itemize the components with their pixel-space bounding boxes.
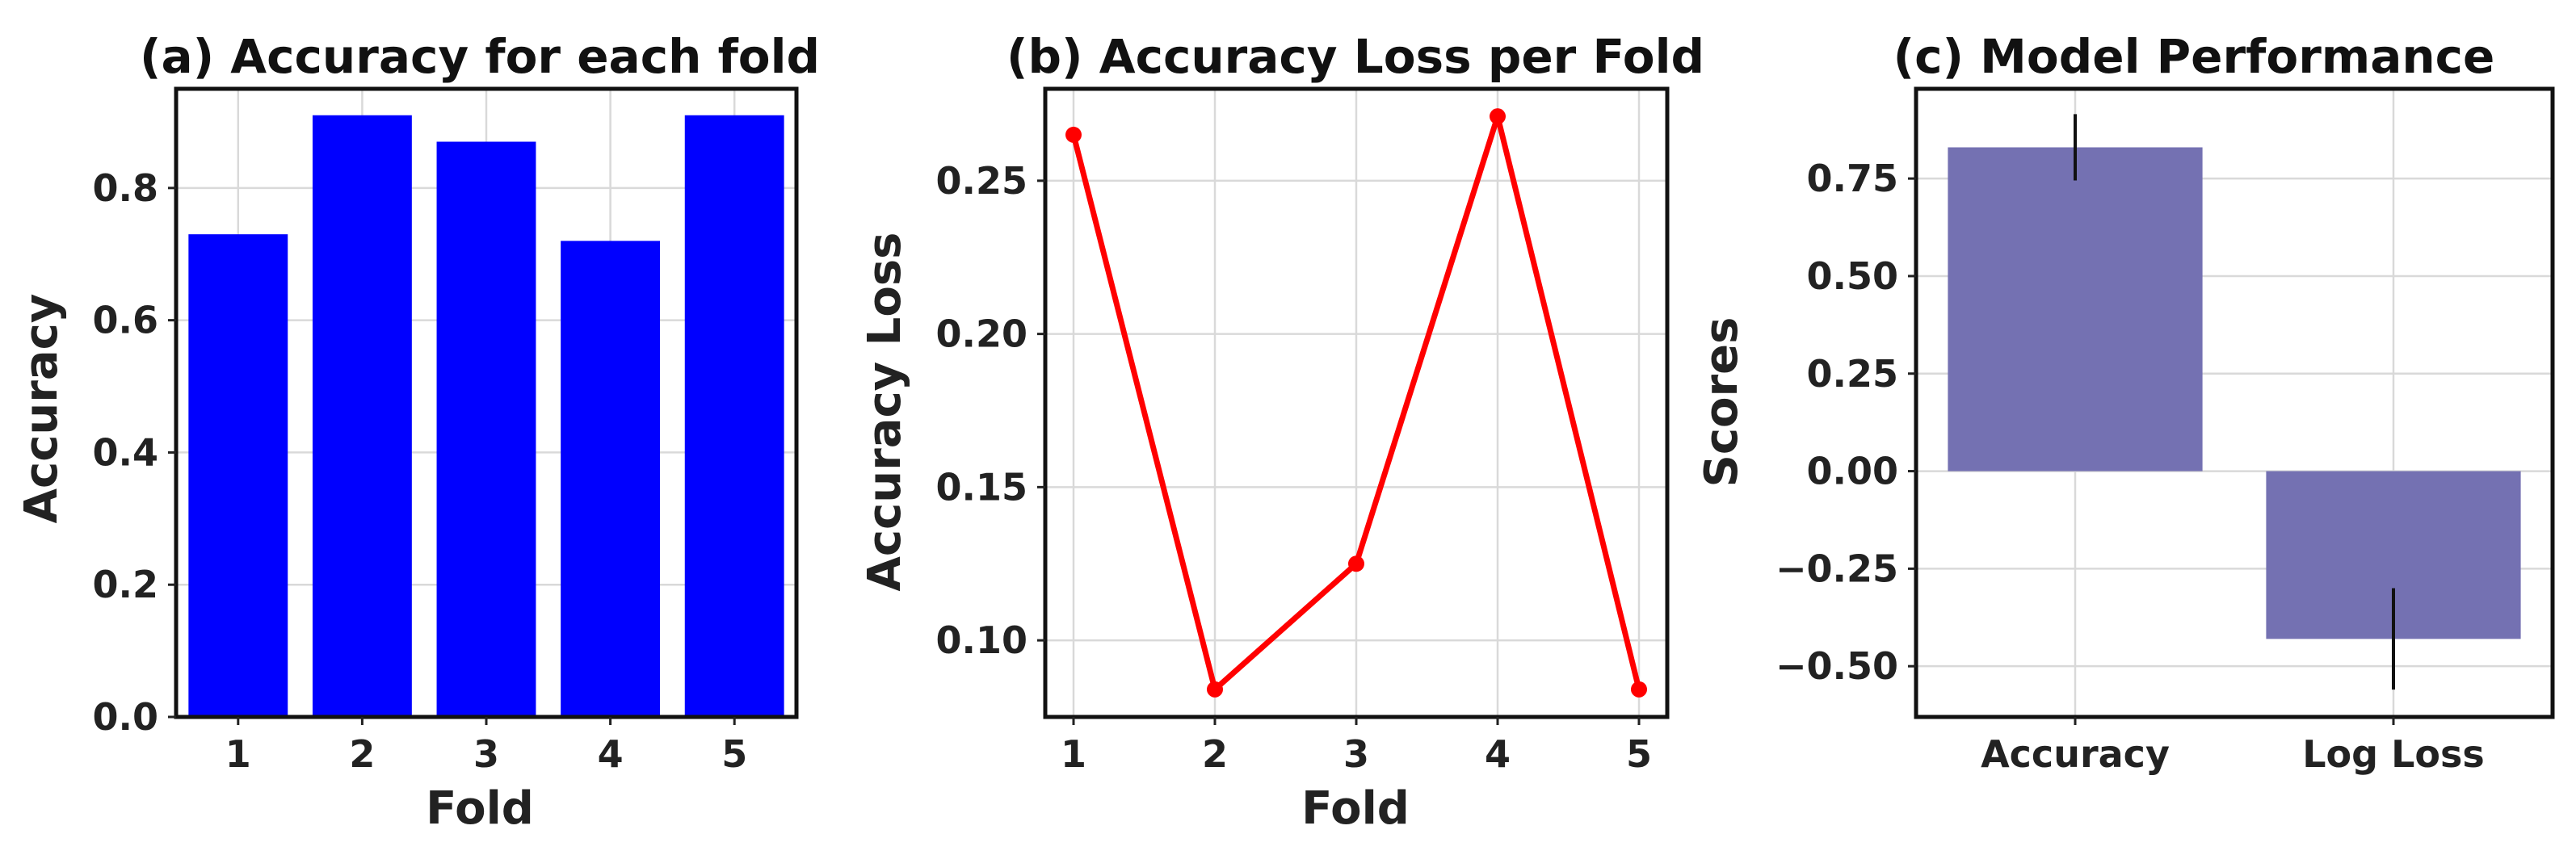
x-tick-label: Log Loss (2302, 732, 2485, 776)
panel-a-title: (a) Accuracy for each fold (140, 29, 820, 84)
data-point (1490, 108, 1506, 125)
panel-c-title: (c) Model Performance (1893, 29, 2495, 84)
y-tick-label: 0.2 (93, 563, 159, 606)
bar (436, 141, 536, 717)
x-tick-label: 5 (1626, 732, 1652, 776)
x-tick-label: 1 (1061, 732, 1086, 776)
x-tick-label: 5 (721, 732, 747, 776)
data-point (1631, 681, 1647, 698)
y-tick-label: 0.75 (1807, 157, 1899, 200)
bar (1948, 147, 2203, 472)
bar (188, 234, 288, 717)
bar (312, 115, 412, 718)
y-tick-label: 0.10 (936, 618, 1028, 662)
bar (684, 115, 784, 718)
panel-c: (c) Model Performance −0.50 −0.25 0.00 0.25… (1696, 29, 2555, 776)
x-tick-label: 2 (349, 732, 375, 776)
panel-b-ylabel: Accuracy Loss (859, 232, 911, 591)
y-tick-label: 0.0 (93, 695, 159, 739)
x-tick-label: 1 (225, 732, 251, 776)
y-tick-label: 0.00 (1807, 450, 1899, 493)
bar (561, 241, 661, 717)
panel-b-title: (b) Accuracy Loss per Fold (1006, 29, 1704, 84)
data-point (1065, 126, 1082, 143)
y-tick-label: −0.50 (1775, 644, 1898, 688)
panel-b: (b) Accuracy Loss per Fold 0.10 0.15 0.20 0… (859, 29, 1704, 835)
x-tick-label: 3 (1343, 732, 1369, 776)
y-tick-label: 0.8 (93, 166, 159, 210)
x-tick-label: 4 (598, 732, 624, 776)
panel-c-ylabel: Scores (1696, 317, 1748, 488)
y-tick-label: 0.50 (1807, 254, 1899, 298)
y-tick-label: 0.25 (1807, 352, 1899, 396)
y-tick-label: 0.20 (936, 312, 1028, 356)
y-tick-label: 0.15 (936, 465, 1028, 509)
panel-a-ylabel: Accuracy (15, 294, 68, 524)
data-point (1348, 555, 1364, 572)
panel-c-frame (1914, 86, 2555, 719)
data-point (1207, 681, 1223, 698)
x-tick-label: 2 (1202, 732, 1228, 776)
x-tick-label: 4 (1485, 732, 1511, 776)
y-tick-label: −0.25 (1775, 547, 1898, 590)
y-tick-label: 0.6 (93, 299, 159, 342)
y-tick-label: 0.25 (936, 159, 1028, 203)
x-tick-label: 3 (473, 732, 499, 776)
y-tick-label: 0.4 (93, 430, 159, 474)
x-tick-label: Accuracy (1981, 732, 2170, 776)
panel-a: (a) Accuracy for each fold 0.0 0.2 0.4 0.6 0… (15, 29, 820, 835)
panel-a-xlabel: Fold (426, 782, 534, 835)
panel-b-xlabel: Fold (1301, 782, 1410, 835)
